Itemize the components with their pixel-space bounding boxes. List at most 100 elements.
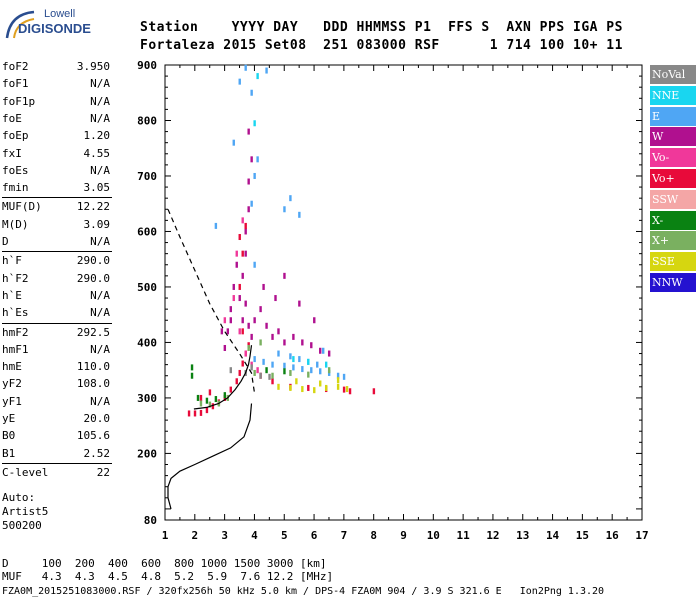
echo-point xyxy=(205,397,209,404)
param-value: N/A xyxy=(90,342,110,356)
echo-point xyxy=(229,306,232,313)
echo-point xyxy=(319,368,322,375)
echo-point xyxy=(259,339,262,346)
echo-point xyxy=(336,377,340,384)
echo-point xyxy=(250,333,253,340)
echo-point xyxy=(301,366,304,373)
param-value: 3.05 xyxy=(83,181,111,195)
param-value: N/A xyxy=(90,394,110,408)
x-tick-label: 16 xyxy=(606,529,620,542)
logo-digisonde-text: DIGISONDE xyxy=(18,21,91,36)
echo-point xyxy=(298,356,301,363)
param-separator xyxy=(2,462,112,464)
echo-point xyxy=(301,386,304,393)
x-tick-label: 8 xyxy=(370,529,377,542)
param-value: 290.0 xyxy=(76,254,110,268)
echo-point xyxy=(235,378,238,385)
echo-point xyxy=(220,328,224,335)
param-row: foEp 1.20 xyxy=(2,127,112,144)
echo-point xyxy=(241,217,244,224)
param-row: yF1 N/A xyxy=(2,393,112,410)
echo-point xyxy=(324,384,328,391)
param-row: B0 105.6 xyxy=(2,427,112,444)
echo-point xyxy=(199,400,203,407)
echo-point xyxy=(223,317,227,324)
echo-point xyxy=(250,200,253,207)
echo-point xyxy=(262,358,265,365)
param-row: foE N/A xyxy=(2,110,112,127)
param-value: N/A xyxy=(90,306,110,320)
param-name: foEs xyxy=(2,163,29,177)
echo-point xyxy=(277,328,280,335)
echo-point xyxy=(310,367,313,374)
echo-point xyxy=(253,356,256,363)
x-tick-label: 6 xyxy=(311,529,318,542)
echo-point xyxy=(292,333,295,340)
echo-point xyxy=(241,317,244,324)
legend-item: NNW xyxy=(650,272,696,292)
param-row: h`Es N/A xyxy=(2,304,112,321)
param-value: N/A xyxy=(90,94,110,108)
echo-point xyxy=(229,317,232,324)
param-name: h`F2 xyxy=(2,271,29,285)
echo-point xyxy=(313,387,316,394)
param-name: MUF(D) xyxy=(2,200,42,214)
param-name: M(D) xyxy=(2,217,29,231)
param-row: fxI 4.55 xyxy=(2,145,112,162)
param-name: foE xyxy=(2,111,22,125)
echo-point xyxy=(289,369,292,376)
echo-point xyxy=(247,344,250,351)
echo-point xyxy=(259,306,262,313)
legend-item: X- xyxy=(650,210,696,230)
echo-point xyxy=(307,384,310,391)
echo-point xyxy=(283,206,286,213)
legend-item: E xyxy=(650,106,696,126)
muf-row: MUF 4.3 4.3 4.5 4.8 5.2 5.9 7.6 12.2 [MH… xyxy=(2,570,334,583)
echo-point xyxy=(208,389,212,396)
echo-point xyxy=(214,396,218,403)
param-name: B1 xyxy=(2,446,16,460)
echo-point xyxy=(250,89,253,96)
echo-point xyxy=(232,295,235,302)
echo-point xyxy=(244,222,247,229)
echo-point xyxy=(193,410,197,417)
param-name: D xyxy=(2,235,9,248)
autoscaling-line: 500200 xyxy=(2,519,42,533)
echo-point xyxy=(247,178,250,185)
legend-item: NNE xyxy=(650,85,696,105)
param-name: foF1 xyxy=(2,77,29,91)
param-value: N/A xyxy=(90,288,110,302)
param-name: hmF2 xyxy=(2,325,29,339)
echo-point xyxy=(342,386,346,393)
param-row: hmF1 N/A xyxy=(2,341,112,358)
echo-point xyxy=(256,73,259,80)
echo-point xyxy=(229,386,232,393)
echo-point xyxy=(342,373,346,380)
x-tick-label: 14 xyxy=(546,529,560,542)
echo-point xyxy=(336,372,340,379)
param-value: 22 xyxy=(96,465,110,479)
header-values: Fortaleza 2015 Set08 251 083000 RSF 1 71… xyxy=(140,38,623,53)
echo-point xyxy=(259,372,262,379)
echo-point xyxy=(307,371,310,378)
param-row: D N/A xyxy=(2,233,112,250)
echo-point xyxy=(199,409,203,416)
echo-point xyxy=(274,295,277,302)
echo-point xyxy=(327,350,331,357)
echo-point xyxy=(226,328,230,335)
y-tick-label: 80 xyxy=(144,514,157,527)
echo-point xyxy=(244,64,247,71)
param-row: hmE 110.0 xyxy=(2,358,112,375)
param-name: yE xyxy=(2,412,16,425)
x-tick-label: 11 xyxy=(457,529,471,542)
legend-item: W xyxy=(650,127,696,147)
echo-point xyxy=(277,350,280,357)
param-name: hmF1 xyxy=(2,342,29,356)
x-tick-label: 17 xyxy=(635,529,648,542)
echo-point xyxy=(244,228,247,235)
x-tick-label: 7 xyxy=(341,529,348,542)
param-name: B0 xyxy=(2,429,16,443)
x-tick-label: 9 xyxy=(400,529,407,542)
echo-point xyxy=(289,353,292,360)
param-row: yE 20.0 xyxy=(2,410,112,427)
